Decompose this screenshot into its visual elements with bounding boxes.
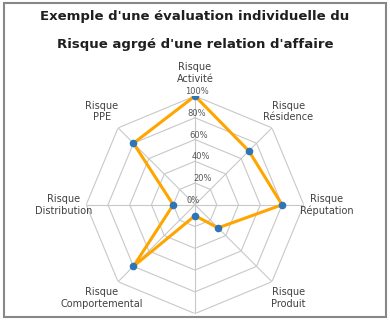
Point bbox=[130, 264, 136, 269]
Text: Risque agrgé d'une relation d'affaire: Risque agrgé d'une relation d'affaire bbox=[57, 38, 333, 52]
Text: Exemple d'une évaluation individuelle du: Exemple d'une évaluation individuelle du bbox=[41, 10, 349, 23]
Point bbox=[130, 141, 136, 146]
Point bbox=[215, 225, 221, 230]
Point bbox=[192, 93, 198, 99]
Point bbox=[279, 202, 285, 207]
Point bbox=[170, 202, 176, 207]
Point bbox=[192, 213, 198, 218]
Point bbox=[246, 148, 252, 154]
Text: 0%: 0% bbox=[187, 196, 200, 205]
